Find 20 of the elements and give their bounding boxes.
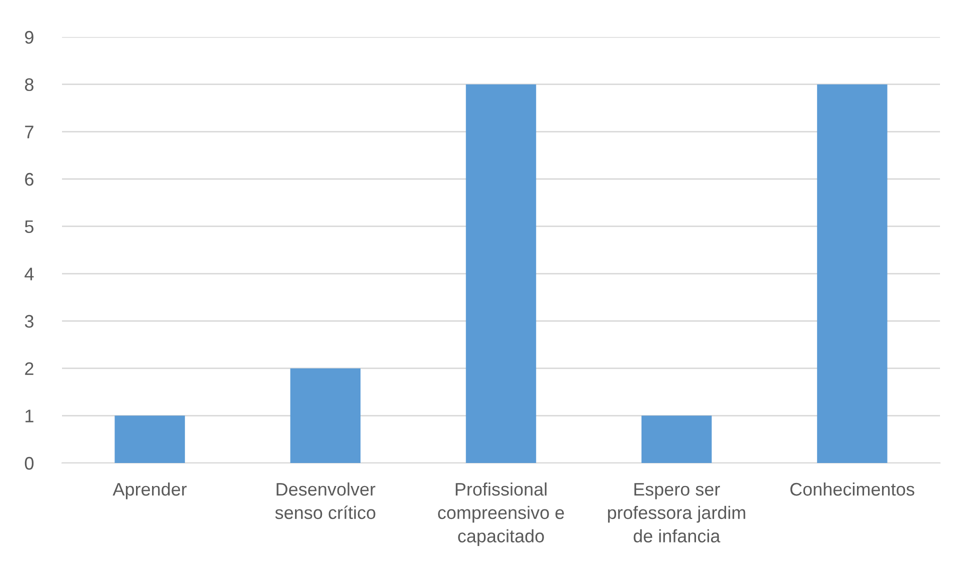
y-tick-label: 5 bbox=[24, 220, 34, 234]
y-tick-label: 0 bbox=[24, 456, 34, 470]
y-tick-label: 3 bbox=[24, 314, 34, 328]
bar bbox=[114, 416, 185, 463]
bar bbox=[466, 84, 536, 463]
x-tick-label: Desenvolver senso crítico bbox=[275, 482, 376, 520]
y-tick-label: 7 bbox=[25, 126, 34, 138]
y-tick-label: 2 bbox=[25, 362, 34, 375]
y-tick-label: 9 bbox=[25, 30, 34, 44]
y-tick-label: 4 bbox=[24, 268, 34, 280]
y-tick-label: 8 bbox=[24, 78, 34, 92]
bar bbox=[290, 368, 361, 463]
bar bbox=[817, 84, 888, 463]
x-tick-label: Conhecimentos bbox=[790, 482, 914, 496]
y-tick-label: 1 bbox=[26, 410, 34, 422]
x-tick-label: Profissional compreensivo e capacitado bbox=[438, 482, 564, 546]
x-tick-label: Espero ser professora jardim de infancia bbox=[608, 483, 746, 542]
x-tick-label: Aprender bbox=[112, 482, 187, 500]
y-tick-label: 6 bbox=[25, 172, 34, 186]
bar bbox=[641, 416, 712, 463]
